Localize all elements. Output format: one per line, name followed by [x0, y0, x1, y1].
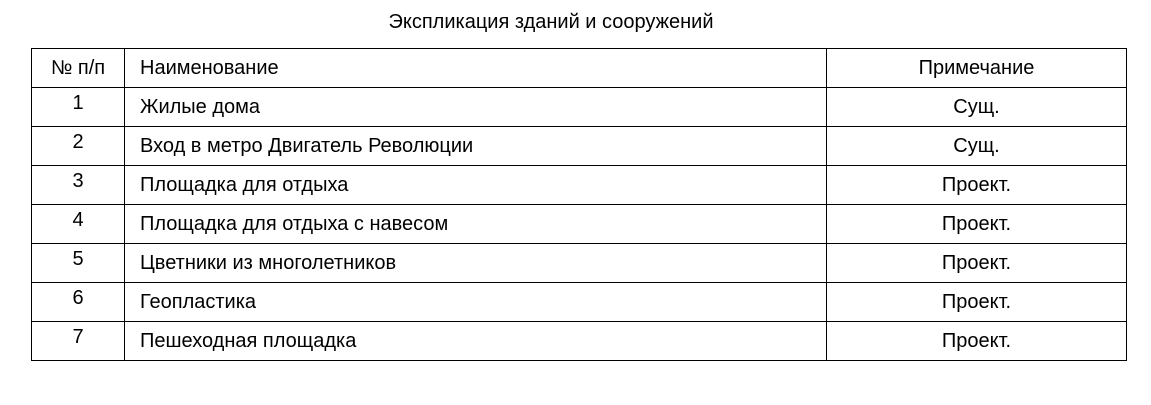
row-note: Проект. — [826, 243, 1127, 283]
row-number: 2 — [31, 126, 125, 166]
row-note: Проект. — [826, 204, 1127, 244]
row-number: 1 — [31, 87, 125, 127]
table-row: 2 Вход в метро Двигатель Революции Сущ. — [31, 126, 1127, 166]
explication-table: № п/п Наименование Примечание 1 Жилые дом… — [31, 48, 1127, 361]
row-name: Площадка для отдыха с навесом — [124, 204, 827, 244]
table-row: 1 Жилые дома Сущ. — [31, 87, 1127, 127]
table-row: 4 Площадка для отдыха с навесом Проект. — [31, 204, 1127, 244]
table-header-row: № п/п Наименование Примечание — [31, 48, 1127, 88]
table-row: 3 Площадка для отдыха Проект. — [31, 165, 1127, 205]
table-row: 7 Пешеходная площадка Проект. — [31, 321, 1127, 361]
table-title: Экспликация зданий и сооружений — [388, 11, 714, 33]
row-number: 6 — [31, 282, 125, 322]
row-number: 4 — [31, 204, 125, 244]
row-note: Сущ. — [826, 126, 1127, 166]
header-name: Наименование — [124, 48, 827, 88]
header-number: № п/п — [31, 48, 125, 88]
row-name: Вход в метро Двигатель Революции — [124, 126, 827, 166]
row-name: Площадка для отдыха — [124, 165, 827, 205]
row-note: Проект. — [826, 282, 1127, 322]
row-number: 3 — [31, 165, 125, 205]
row-number: 5 — [31, 243, 125, 283]
row-name: Геопластика — [124, 282, 827, 322]
table-row: 5 Цветники из многолетников Проект. — [31, 243, 1127, 283]
row-name: Жилые дома — [124, 87, 827, 127]
row-note: Проект. — [826, 165, 1127, 205]
row-name: Пешеходная площадка — [124, 321, 827, 361]
row-number: 7 — [31, 321, 125, 361]
table-row: 6 Геопластика Проект. — [31, 282, 1127, 322]
row-note: Сущ. — [826, 87, 1127, 127]
row-name: Цветники из многолетников — [124, 243, 827, 283]
header-note: Примечание — [826, 48, 1127, 88]
row-note: Проект. — [826, 321, 1127, 361]
